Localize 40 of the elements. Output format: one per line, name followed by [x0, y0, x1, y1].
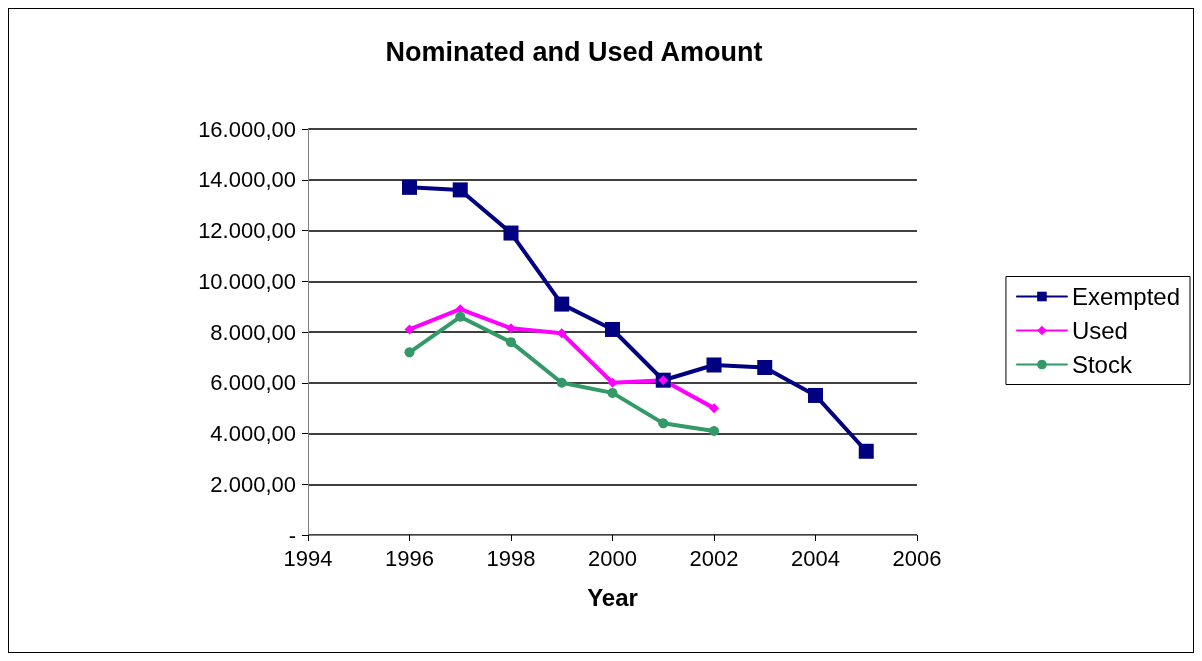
point: [452, 182, 468, 198]
point: [658, 418, 669, 429]
y-tick-label: 10.000,00: [198, 268, 296, 294]
point: [554, 296, 570, 312]
point: [506, 323, 516, 334]
point: [503, 225, 519, 241]
y-tick-label: 14.000,00: [198, 167, 296, 193]
point: [709, 425, 719, 436]
x-axis-title: Year: [587, 583, 638, 611]
point: [706, 357, 722, 373]
point: [402, 179, 417, 195]
legend-label: Stock: [1071, 351, 1133, 378]
point: [858, 443, 874, 459]
x-tick-label: 2004: [791, 545, 840, 571]
point: [404, 324, 415, 335]
point: [709, 403, 719, 414]
x-tick-label: 2000: [588, 545, 637, 571]
point: [757, 360, 773, 376]
point: [808, 387, 823, 403]
legend-label: Exempted: [1071, 283, 1180, 310]
x-tick-label: 1996: [385, 545, 434, 571]
point: [556, 377, 567, 388]
y-tick-label: 8.000,00: [210, 319, 296, 345]
point: [404, 347, 415, 358]
x-tick-label: 2002: [689, 545, 739, 571]
point: [607, 387, 618, 398]
x-tick-label: 2006: [892, 545, 942, 571]
point: [605, 321, 620, 337]
y-tick-label: -: [288, 522, 296, 548]
legend-label: Used: [1071, 317, 1128, 344]
y-tick-label: 6.000,00: [210, 370, 296, 396]
point: [506, 337, 516, 348]
y-tick-label: 4.000,00: [210, 421, 296, 446]
y-tick-label: 16.000,00: [198, 116, 296, 142]
y-tick-label: 12.000,00: [198, 218, 296, 243]
chart-title: Nominated and Used Amount: [385, 36, 763, 67]
x-tick-label: 1994: [283, 545, 333, 571]
x-tick-label: 1998: [486, 545, 536, 571]
y-tick-label: 2.000,00: [210, 471, 296, 497]
point: [455, 311, 466, 322]
